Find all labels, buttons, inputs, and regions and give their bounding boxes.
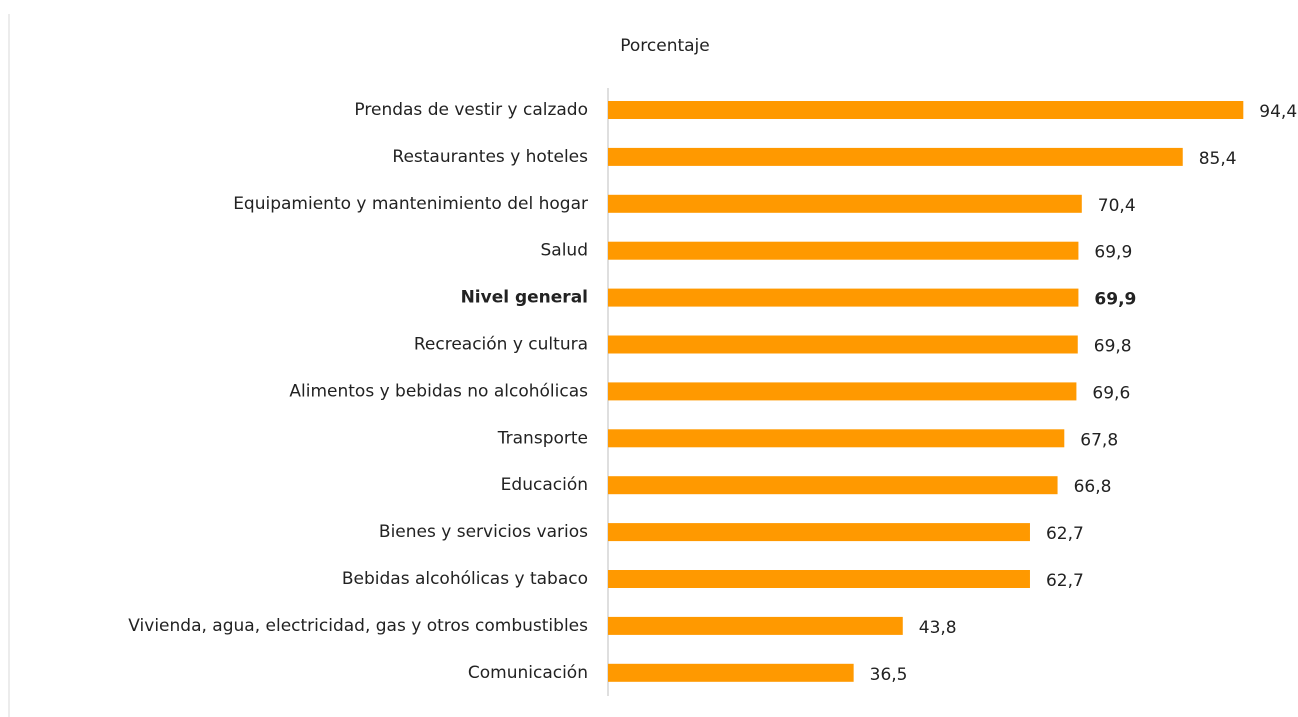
category-label: Recreación y cultura [414,335,588,355]
top-strip [0,0,1298,14]
bar [608,616,903,635]
value-label: 69,8 [1094,337,1132,357]
category-label: Salud [541,241,589,261]
category-label: Vivienda, agua, electricidad, gas y otro… [128,616,588,636]
category-label: Alimentos y bebidas no alcohólicas [289,381,588,401]
category-label: Transporte [497,428,588,448]
bar [608,194,1082,213]
bar [608,241,1079,260]
bar [608,101,1244,119]
value-label: 67,8 [1080,430,1118,450]
value-label: 66,8 [1074,477,1112,497]
bar [608,476,1058,495]
value-label: 85,4 [1199,149,1237,169]
bar [608,429,1065,448]
value-label: 94,4 [1259,102,1297,122]
value-label: 62,7 [1046,524,1084,544]
value-label: 36,5 [870,665,908,685]
value-label: 69,9 [1094,290,1136,310]
bar [608,663,854,682]
bar [608,523,1030,542]
value-label: 69,9 [1094,243,1132,263]
category-label: Educación [501,475,588,495]
bar [608,382,1077,401]
category-label: Bienes y servicios varios [379,522,588,542]
category-label: Restaurantes y hoteles [392,147,588,167]
bar [608,335,1078,354]
value-label: 62,7 [1046,571,1084,591]
category-label: Equipamiento y mantenimiento del hogar [233,194,588,214]
category-label: Comunicación [468,663,588,683]
bar [608,570,1030,588]
value-label: 43,8 [919,618,957,638]
chart-subtitle: Porcentaje [620,36,710,56]
category-label: Nivel general [461,288,588,308]
bar [608,147,1183,166]
value-label: 70,4 [1098,196,1136,216]
category-label: Prendas de vestir y calzado [354,100,588,120]
bar [608,288,1079,307]
category-label: Bebidas alcohólicas y tabaco [342,569,588,589]
value-label: 69,6 [1092,383,1130,403]
